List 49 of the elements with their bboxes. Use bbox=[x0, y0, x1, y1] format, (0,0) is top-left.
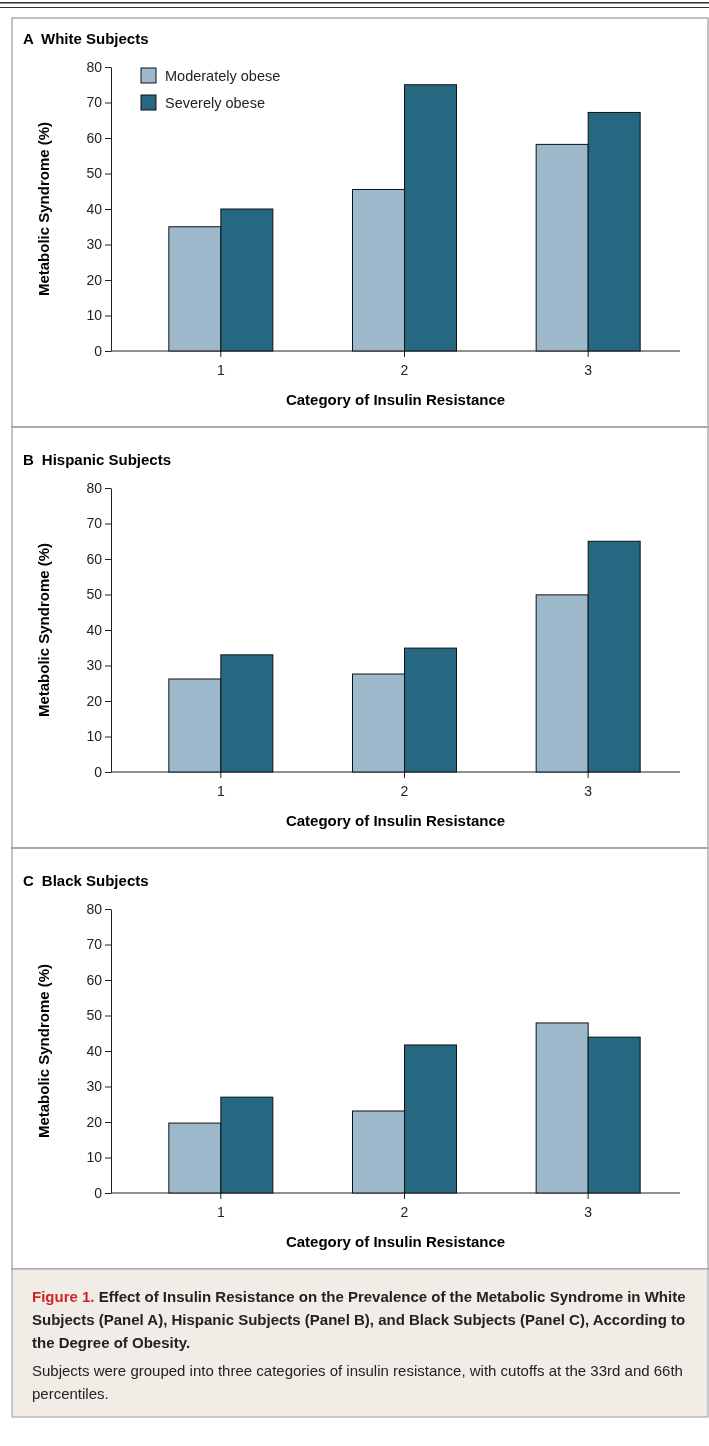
x-axis-title: Category of Insulin Resistance bbox=[285, 1233, 506, 1250]
x-tick-label: 3 bbox=[584, 1204, 593, 1221]
y-tick-label: 10 bbox=[86, 307, 103, 324]
chart-title: C Black Subjects bbox=[23, 872, 149, 889]
x-tick-label: 2 bbox=[400, 783, 409, 800]
y-tick-label: 40 bbox=[86, 621, 103, 638]
y-tick-label: 70 bbox=[86, 94, 103, 111]
y-tick-label: 80 bbox=[86, 479, 103, 496]
y-tick-label: 30 bbox=[86, 236, 103, 253]
y-axis-title: Metabolic Syndrome (%) bbox=[35, 963, 52, 1139]
x-tick-label: 1 bbox=[216, 1204, 225, 1221]
x-axis-title: Category of Insulin Resistance bbox=[285, 812, 506, 829]
y-tick-label: 20 bbox=[86, 692, 103, 709]
x-tick-label: 1 bbox=[216, 362, 225, 379]
x-tick-label: 3 bbox=[584, 783, 593, 800]
y-tick-label: 80 bbox=[86, 900, 103, 917]
y-tick-label: 40 bbox=[86, 200, 103, 217]
caption: Figure 1. bbox=[32, 1288, 99, 1305]
x-tick-label: 2 bbox=[400, 1204, 409, 1221]
y-tick-label: 60 bbox=[86, 971, 103, 988]
y-tick-label: 70 bbox=[86, 936, 103, 953]
y-tick-label: 70 bbox=[86, 515, 103, 532]
y-tick-label: 50 bbox=[86, 1007, 103, 1024]
y-tick-label: 0 bbox=[94, 763, 103, 780]
y-axis-title: Metabolic Syndrome (%) bbox=[35, 542, 52, 718]
y-tick-label: 60 bbox=[86, 129, 103, 146]
y-tick-label: 0 bbox=[94, 342, 103, 359]
y-tick-label: 10 bbox=[86, 1149, 103, 1166]
y-tick-label: 0 bbox=[94, 1184, 103, 1201]
legend-label: Moderately obese bbox=[165, 68, 281, 84]
x-tick-label: 2 bbox=[400, 362, 409, 379]
x-tick-label: 3 bbox=[584, 362, 593, 379]
y-tick-label: 20 bbox=[86, 1113, 103, 1130]
y-tick-label: 30 bbox=[86, 657, 103, 674]
chart-title: B Hispanic Subjects bbox=[23, 451, 172, 468]
y-tick-label: 40 bbox=[86, 1042, 103, 1059]
y-tick-label: 50 bbox=[86, 165, 103, 182]
y-tick-label: 60 bbox=[86, 550, 103, 567]
y-axis-title: Metabolic Syndrome (%) bbox=[35, 121, 52, 297]
x-tick-label: 1 bbox=[216, 783, 225, 800]
y-tick-label: 50 bbox=[86, 586, 103, 603]
y-tick-label: 10 bbox=[86, 728, 103, 745]
y-tick-label: 30 bbox=[86, 1078, 103, 1095]
y-tick-label: 80 bbox=[86, 58, 103, 75]
chart-title: A White Subjects bbox=[23, 30, 149, 47]
x-axis-title: Category of Insulin Resistance bbox=[285, 391, 506, 408]
y-tick-label: 20 bbox=[86, 271, 103, 288]
legend-label: Severely obese bbox=[165, 95, 265, 111]
caption-box: Figure 1. Effect of Insulin Resistance on the Prevalence of the Metabolic Syndrome in White Subjects (Panel A), Hispanic Subjects (Panel B), and Black Subjects (Panel C), According to the Degree of Obesity. Subjects were grouped into three categories of insulin resistance, with cutoffs at the 33rd and 66th percentiles. bbox=[11, 1268, 709, 1418]
